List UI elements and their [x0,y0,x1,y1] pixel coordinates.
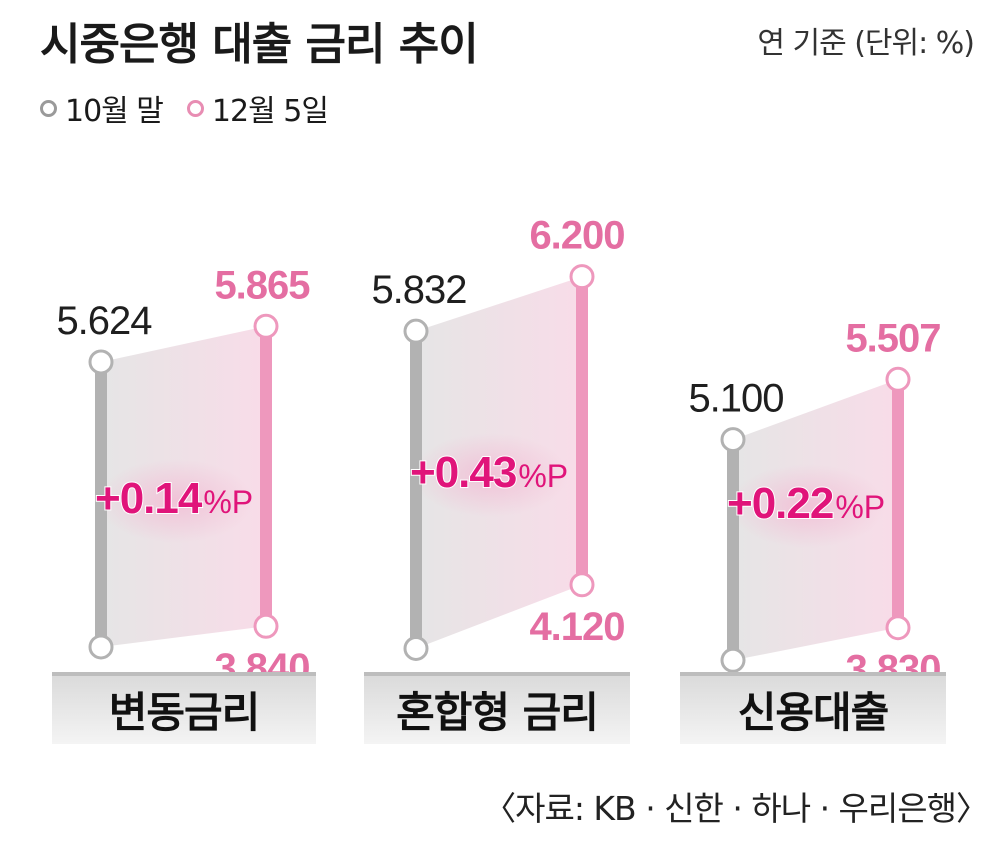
change-glow [97,459,253,543]
change-unit: %P [203,484,253,520]
legend: 10월 말 12월 5일 [40,86,329,130]
point-after-high [569,264,595,290]
category-band [680,672,946,744]
legend-item-after: 12월 5일 [186,86,329,130]
change-value: +0.14 [95,474,203,523]
change-unit: %P [835,489,885,525]
category-band [364,672,630,744]
legend-item-before: 10월 말 [40,86,164,130]
point-before-high [720,427,746,453]
value-label-before-high: 5.100 [688,377,783,421]
point-after-low [569,572,595,598]
point-after-low [885,615,911,641]
category-label: 신용대출 [738,688,889,737]
value-label-after-high: 5.865 [214,263,310,307]
point-before-low [720,647,746,673]
value-label-after-high: 6.200 [529,214,624,258]
value-label-before-high: 5.624 [56,299,152,343]
change-value: +0.22 [727,479,833,528]
point-before-low [88,634,114,660]
point-before-low [403,635,429,661]
unit-note: 연 기준 (단위: %) [757,26,975,61]
change-label: +0.43%P [410,448,568,497]
chart-title: 시중은행 대출 금리 추이 [40,19,479,70]
point-before-high [403,318,429,344]
value-label-before-high: 5.832 [371,268,466,312]
category-band [52,672,316,744]
change-label: +0.14%P [95,474,253,523]
point-after-low [253,613,279,639]
change-glow [412,433,568,517]
category-band-edge [364,672,630,676]
legend-circle-icon [40,99,57,117]
change-unit: %P [518,458,568,494]
point-after-high [253,313,279,339]
change-label: +0.22%P [727,479,885,528]
legend-label-after: 12월 5일 [211,94,329,129]
change-value: +0.43 [410,448,516,497]
value-label-after-high: 5.507 [845,316,940,360]
change-glow [729,464,885,548]
category-label: 혼합형 금리 [396,688,598,737]
legend-circle-icon [186,99,204,117]
legend-label-before: 10월 말 [65,94,164,129]
category-band-edge [52,672,316,676]
category-label: 변동금리 [109,688,260,737]
point-after-high [885,366,911,392]
point-before-high [88,349,114,375]
category-band-edge [680,672,946,676]
source-note: 〈자료: KB · 신한 · 하나 · 우리은행〉 [483,789,989,828]
value-label-after-low: 4.120 [529,605,624,649]
